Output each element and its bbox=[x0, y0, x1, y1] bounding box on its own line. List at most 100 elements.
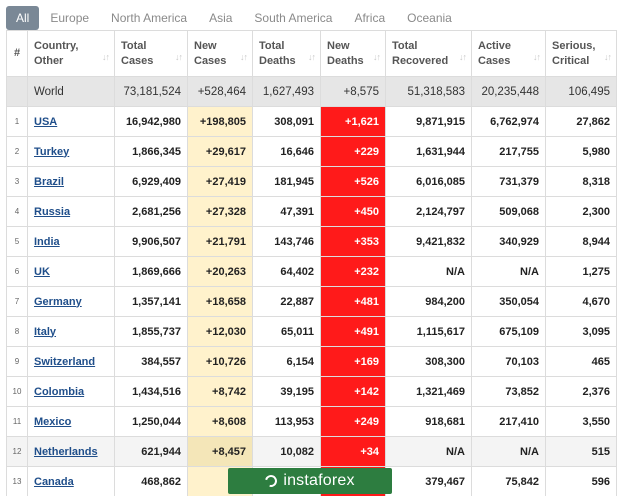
country-link[interactable]: Mexico bbox=[34, 415, 72, 428]
column-header-total-cases[interactable]: Total Cases ↓↑ bbox=[114, 30, 188, 77]
country-name: World bbox=[27, 76, 115, 107]
row-index: 13 bbox=[6, 466, 28, 496]
tab-asia[interactable]: Asia bbox=[209, 11, 233, 25]
new-deaths-cell: +142 bbox=[320, 376, 386, 407]
total-deaths-cell: 16,646 bbox=[252, 136, 321, 167]
total-cases-cell: 9,906,507 bbox=[114, 226, 188, 257]
total-recovered-cell: 1,631,944 bbox=[385, 136, 472, 167]
sort-icon: ↓↑ bbox=[102, 52, 110, 62]
sort-icon: ↓↑ bbox=[459, 52, 467, 62]
column-header-country[interactable]: Country, Other ↓↑ bbox=[27, 30, 115, 77]
country-link[interactable]: Canada bbox=[34, 475, 74, 488]
table-row: 2 Turkey 1,866,345 +29,617 16,646 +229 1… bbox=[6, 136, 617, 167]
column-header-active-cases[interactable]: Active Cases ↓↑ bbox=[471, 30, 546, 77]
active-cases-cell: 73,852 bbox=[471, 376, 546, 407]
new-deaths-cell: +353 bbox=[320, 226, 386, 257]
total-recovered-cell: 51,318,583 bbox=[385, 76, 472, 107]
total-recovered-cell: 9,421,832 bbox=[385, 226, 472, 257]
world-total-row: World 73,181,524 +528,464 1,627,493 +8,5… bbox=[6, 76, 617, 107]
total-deaths-cell: 1,627,493 bbox=[252, 76, 321, 107]
table-row: 11 Mexico 1,250,044 +8,608 113,953 +249 … bbox=[6, 406, 617, 437]
new-deaths-cell: +491 bbox=[320, 316, 386, 347]
new-deaths-cell: +526 bbox=[320, 166, 386, 197]
tab-north-america[interactable]: North America bbox=[111, 11, 188, 25]
covid-stats-table: # Country, Other ↓↑ Total Cases ↓↑ New Cases ↓… bbox=[6, 30, 617, 496]
total-cases-cell: 2,681,256 bbox=[114, 196, 188, 227]
total-recovered-cell: N/A bbox=[385, 436, 472, 467]
total-recovered-cell: 379,467 bbox=[385, 466, 472, 496]
active-cases-cell: 217,755 bbox=[471, 136, 546, 167]
serious-critical-cell: 27,862 bbox=[545, 106, 617, 137]
column-header-total-deaths[interactable]: Total Deaths ↓↑ bbox=[252, 30, 321, 77]
new-deaths-cell: +232 bbox=[320, 256, 386, 287]
serious-critical-cell: 1,275 bbox=[545, 256, 617, 287]
total-deaths-cell: 6,154 bbox=[252, 346, 321, 377]
sort-desc-icon: ↓↑ bbox=[240, 52, 248, 62]
country-link[interactable]: Colombia bbox=[34, 385, 85, 398]
new-cases-cell: +21,791 bbox=[187, 226, 253, 257]
new-cases-cell: +27,419 bbox=[187, 166, 253, 197]
total-cases-cell: 6,929,409 bbox=[114, 166, 188, 197]
table-row: 9 Switzerland 384,557 +10,726 6,154 +169… bbox=[6, 346, 617, 377]
country-link[interactable]: Netherlands bbox=[34, 445, 98, 458]
new-cases-cell: +8,608 bbox=[187, 406, 253, 437]
new-deaths-cell: +229 bbox=[320, 136, 386, 167]
serious-critical-cell: 5,980 bbox=[545, 136, 617, 167]
tab-oceania[interactable]: Oceania bbox=[407, 11, 452, 25]
country-link[interactable]: Turkey bbox=[34, 145, 70, 158]
country-link[interactable]: USA bbox=[34, 115, 58, 128]
new-cases-cell: +528,464 bbox=[187, 76, 253, 107]
total-cases-cell: 1,250,044 bbox=[114, 406, 188, 437]
table-row: 7 Germany 1,357,141 +18,658 22,887 +481 … bbox=[6, 286, 617, 317]
country-cell: Italy bbox=[27, 316, 115, 347]
row-index: 9 bbox=[6, 346, 28, 377]
country-cell: Colombia bbox=[27, 376, 115, 407]
country-link[interactable]: Germany bbox=[34, 295, 82, 308]
sort-icon: ↓↑ bbox=[308, 52, 316, 62]
active-cases-cell: 340,929 bbox=[471, 226, 546, 257]
total-deaths-cell: 10,082 bbox=[252, 436, 321, 467]
table-row: 5 India 9,906,507 +21,791 143,746 +353 9… bbox=[6, 226, 617, 257]
column-header-new-deaths[interactable]: New Deaths ↓↑ bbox=[320, 30, 386, 77]
table-row: 6 UK 1,869,666 +20,263 64,402 +232 N/A N… bbox=[6, 256, 617, 287]
total-cases-cell: 1,855,737 bbox=[114, 316, 188, 347]
country-link[interactable]: Switzerland bbox=[34, 355, 96, 368]
new-deaths-cell: +34 bbox=[320, 436, 386, 467]
total-deaths-cell: 308,091 bbox=[252, 106, 321, 137]
row-index: 10 bbox=[6, 376, 28, 407]
country-cell: Mexico bbox=[27, 406, 115, 437]
row-index: 3 bbox=[6, 166, 28, 197]
total-cases-cell: 621,944 bbox=[114, 436, 188, 467]
total-deaths-cell: 64,402 bbox=[252, 256, 321, 287]
new-deaths-cell: +450 bbox=[320, 196, 386, 227]
sort-icon: ↓↑ bbox=[373, 52, 381, 62]
column-header-total-recovered[interactable]: Total Recovered ↓↑ bbox=[385, 30, 472, 77]
new-deaths-cell: +481 bbox=[320, 286, 386, 317]
total-deaths-cell: 113,953 bbox=[252, 406, 321, 437]
tab-south-america[interactable]: South America bbox=[254, 11, 333, 25]
country-link[interactable]: UK bbox=[34, 265, 50, 278]
column-header-serious-critical[interactable]: Serious, Critical ↓↑ bbox=[545, 30, 617, 77]
country-link[interactable]: Brazil bbox=[34, 175, 64, 188]
active-cases-cell: 75,842 bbox=[471, 466, 546, 496]
active-cases-cell: N/A bbox=[471, 436, 546, 467]
column-header-new-cases[interactable]: New Cases ↓↑ bbox=[187, 30, 253, 77]
tab-europe[interactable]: Europe bbox=[50, 11, 90, 25]
serious-critical-cell: 106,495 bbox=[545, 76, 617, 107]
total-cases-cell: 1,866,345 bbox=[114, 136, 188, 167]
country-link[interactable]: Russia bbox=[34, 205, 71, 218]
serious-critical-cell: 596 bbox=[545, 466, 617, 496]
sort-icon: ↓↑ bbox=[533, 52, 541, 62]
tab-all[interactable]: All bbox=[6, 6, 40, 30]
table-row: 4 Russia 2,681,256 +27,328 47,391 +450 2… bbox=[6, 196, 617, 227]
total-cases-cell: 384,557 bbox=[114, 346, 188, 377]
serious-critical-cell: 8,318 bbox=[545, 166, 617, 197]
new-deaths-cell: +8,575 bbox=[320, 76, 386, 107]
total-recovered-cell: 6,016,085 bbox=[385, 166, 472, 197]
active-cases-cell: 70,103 bbox=[471, 346, 546, 377]
country-cell: USA bbox=[27, 106, 115, 137]
tab-africa[interactable]: Africa bbox=[354, 11, 386, 25]
row-index bbox=[6, 76, 28, 107]
country-link[interactable]: Italy bbox=[34, 325, 57, 338]
country-link[interactable]: India bbox=[34, 235, 60, 248]
